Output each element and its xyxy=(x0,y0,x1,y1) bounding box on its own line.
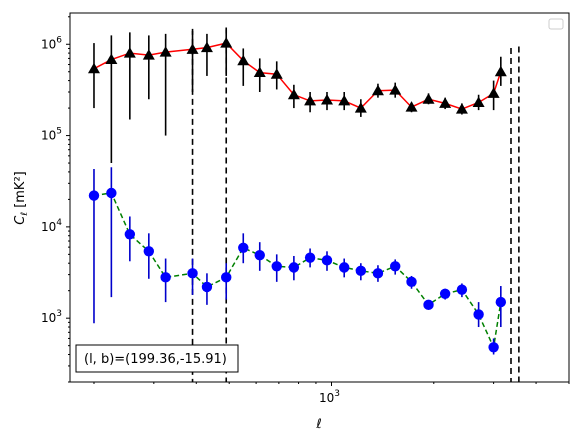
plot-frame xyxy=(69,12,570,383)
data-point-triangle xyxy=(105,53,118,65)
data-point-triangle xyxy=(200,41,213,53)
data-point-circle xyxy=(372,268,384,279)
annotation-text: (l, b)=(199.36,-15.91) xyxy=(84,352,227,367)
data-point-triangle xyxy=(405,101,418,112)
data-point-triangle xyxy=(123,47,136,58)
data-point-circle xyxy=(221,272,232,283)
data-point-triangle xyxy=(304,94,317,106)
data-point-triangle xyxy=(186,43,199,54)
data-point-circle xyxy=(321,255,333,266)
data-point-triangle xyxy=(270,68,283,79)
data-marks xyxy=(87,27,520,382)
data-point-triangle xyxy=(253,66,266,78)
data-point-circle xyxy=(304,252,316,263)
x-tick-label: 103 xyxy=(319,389,340,405)
data-point-circle xyxy=(406,276,417,288)
data-point-triangle xyxy=(87,62,100,74)
data-point-triangle xyxy=(439,97,452,108)
data-point-triangle xyxy=(159,46,172,57)
data-point-triangle xyxy=(338,94,351,106)
data-point-circle xyxy=(355,265,367,277)
data-point-circle xyxy=(124,229,136,240)
y-tick-label: 106 xyxy=(41,35,62,51)
legend-box xyxy=(548,18,564,30)
data-point-triangle xyxy=(487,87,500,98)
data-point-circle xyxy=(439,288,451,299)
data-point-circle xyxy=(187,268,198,279)
annotation-box: (l, b)=(199.36,-15.91) xyxy=(75,344,239,373)
data-point-triangle xyxy=(472,96,485,108)
data-point-triangle xyxy=(320,94,333,105)
data-point-circle xyxy=(390,261,401,272)
data-point-triangle xyxy=(371,84,384,96)
data-point-triangle xyxy=(142,49,155,60)
data-point-circle xyxy=(456,284,468,295)
data-point-triangle xyxy=(389,84,402,95)
data-point-triangle xyxy=(354,102,367,113)
data-point-circle xyxy=(238,242,249,253)
y-tick-label: 103 xyxy=(41,309,62,325)
data-point-circle xyxy=(160,272,171,283)
data-point-circle xyxy=(143,246,155,257)
data-point-triangle xyxy=(455,103,468,114)
data-point-circle xyxy=(288,262,300,273)
data-point-circle xyxy=(106,187,117,199)
data-point-triangle xyxy=(494,65,507,77)
data-point-circle xyxy=(339,262,350,273)
data-point-circle xyxy=(495,296,507,308)
data-point-circle xyxy=(473,309,484,320)
axis-ticks: 103 104 105 106 103 xyxy=(41,16,570,405)
data-point-triangle xyxy=(422,93,435,104)
data-point-circle xyxy=(488,342,499,353)
data-point-triangle xyxy=(220,37,233,48)
x-axis-label: ℓ xyxy=(315,417,321,432)
y-tick-label: 105 xyxy=(41,127,62,143)
y-axis-label: Cℓ [mK²] xyxy=(13,171,30,224)
data-point-circle xyxy=(271,261,282,272)
data-point-circle xyxy=(423,299,434,311)
data-point-circle xyxy=(201,281,213,293)
y-tick-label: 104 xyxy=(41,218,62,234)
data-point-triangle xyxy=(287,88,300,100)
data-point-triangle xyxy=(237,54,250,66)
data-point-circle xyxy=(88,190,100,201)
data-point-circle xyxy=(254,249,265,261)
